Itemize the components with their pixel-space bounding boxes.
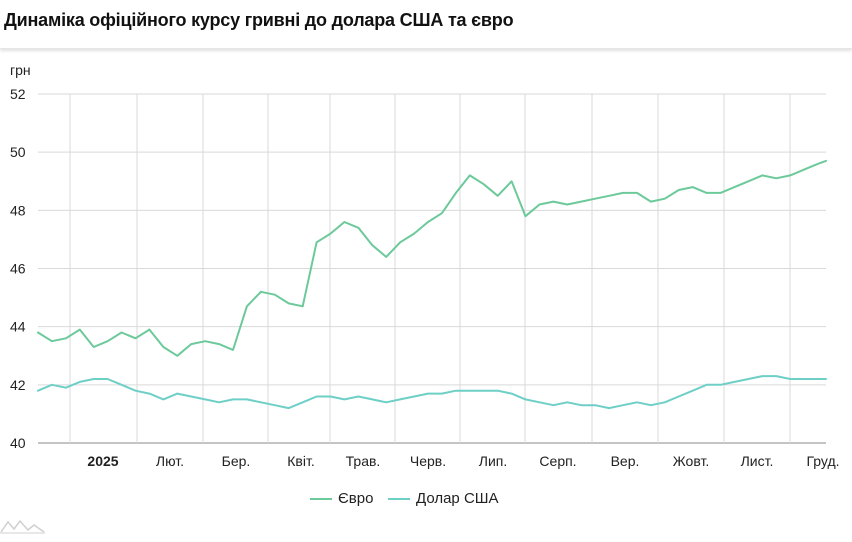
x-tick-label: Серп. [539,453,576,469]
x-tick-label: 2025 [87,453,118,469]
series-layer [37,159,827,410]
exchange-rate-chart: 40 42 44 46 48 50 52 2025 Лют. Бер. Квіт. Трав. Чер… [10,86,840,469]
x-tick-label: Квіт. [287,453,314,469]
y-tick-label: 52 [10,86,26,102]
y-tick-labels: 40 42 44 46 48 50 52 [10,86,26,451]
mountain-logo-icon [0,519,45,534]
y-tick-label: 46 [10,261,26,277]
legend-item-usd[interactable]: Долар США [388,490,499,507]
chart-header: Динаміка офіційного курсу гривні до дола… [0,0,852,49]
legend-eur-label: Євро [338,490,374,507]
x-tick-label: Бер. [222,453,251,469]
series-line-usd [37,375,827,410]
chart-title: Динаміка офіційного курсу гривні до дола… [4,10,514,30]
y-tick-label: 44 [10,319,26,335]
y-axis-unit-label: грн [10,62,31,78]
x-tick-label: Лист. [741,453,774,469]
chart-legend: Євро Долар США [0,490,852,510]
x-tick-label: Лют. [156,453,184,469]
x-tick-label: Лип. [479,453,507,469]
x-tick-label: Черв. [410,453,446,469]
y-tick-label: 50 [10,144,26,160]
x-tick-labels: 2025 Лют. Бер. Квіт. Трав. Черв. Лип. Серп. Вер.… [87,453,839,469]
legend-usd-label: Долар США [416,490,499,507]
legend-item-eur[interactable]: Євро [310,490,373,507]
x-tick-label: Жовт. [673,453,709,469]
legend-usd-swatch [388,497,410,500]
x-tick-label: Трав. [346,453,381,469]
legend-eur-swatch [310,497,332,500]
y-tick-label: 48 [10,202,26,218]
y-tick-label: 42 [10,377,26,393]
series-line-eur [37,159,827,357]
x-tick-label: Груд. [806,453,839,469]
y-tick-label: 40 [10,435,26,451]
grid-layer [38,93,826,444]
x-tick-label: Вер. [611,453,640,469]
